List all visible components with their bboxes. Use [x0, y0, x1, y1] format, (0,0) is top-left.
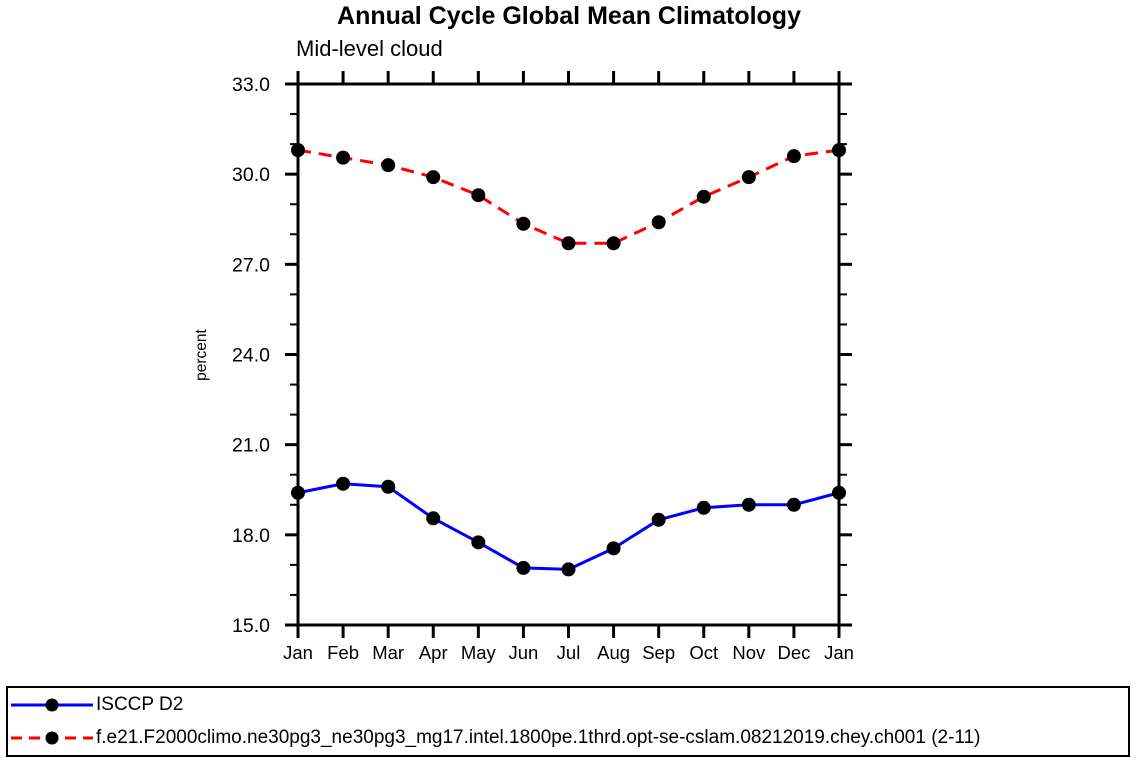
data-point-marker: [426, 511, 441, 526]
data-point-marker: [696, 189, 711, 204]
data-point-marker: [606, 236, 621, 251]
data-point-marker: [561, 562, 576, 577]
x-tick-label: Jul: [557, 642, 581, 663]
axis-tick-labels: 15.0 18.0 21.0 24.0 27.0 30.0 33.0 Jan Feb Mar Apr…: [232, 74, 854, 663]
x-tick-label: Apr: [419, 642, 448, 663]
y-tick-label: 33.0: [232, 74, 270, 96]
y-tick-label: 21.0: [232, 435, 270, 457]
series-line: [297, 148, 840, 245]
x-tick-label: Mar: [372, 642, 404, 663]
legend-line-sample: [11, 698, 93, 712]
legend-row: f.e21.F2000climo.ne30pg3_ne30pg3_mg17.in…: [10, 722, 1126, 754]
data-point-marker: [561, 236, 576, 251]
data-point-marker: [381, 158, 396, 173]
data-point-marker: [336, 476, 351, 491]
legend-marker-icon: [45, 698, 59, 712]
x-tick-label: Nov: [732, 642, 766, 663]
x-tick-label: Jan: [283, 642, 313, 663]
data-point-marker: [651, 215, 666, 230]
data-point-marker: [426, 170, 441, 185]
x-tick-label: Jan: [824, 642, 854, 663]
y-tick-label: 18.0: [232, 525, 270, 547]
x-tick-label: May: [461, 642, 497, 663]
series-1: [291, 143, 846, 251]
x-tick-label: Sep: [642, 642, 675, 663]
plot-border: [296, 82, 841, 627]
y-tick-label: 24.0: [232, 345, 270, 367]
data-point-marker: [606, 541, 621, 556]
data-point-marker: [381, 479, 396, 494]
data-point-marker: [516, 560, 531, 575]
chart-subtitle: Mid-level cloud: [296, 36, 443, 61]
series-0: [291, 476, 846, 577]
data-point-marker: [471, 535, 486, 550]
x-tick-label: Jun: [509, 642, 539, 663]
data-point-marker: [651, 512, 666, 527]
data-point-marker: [741, 497, 756, 512]
data-point-marker: [832, 485, 846, 500]
data-point-marker: [336, 150, 351, 165]
x-tick-label: Oct: [689, 642, 718, 663]
legend-line-sample: [11, 731, 93, 745]
legend-label: f.e21.F2000climo.ne30pg3_ne30pg3_mg17.in…: [96, 726, 981, 748]
y-tick-label: 15.0: [232, 615, 270, 637]
legend-row: ISCCP D2: [10, 689, 1126, 721]
data-point-marker: [516, 216, 531, 231]
data-point-marker: [832, 143, 846, 158]
axis-ticks: [285, 71, 852, 638]
data-point-marker: [786, 149, 801, 164]
data-point-marker: [291, 485, 305, 500]
data-point-marker: [741, 170, 756, 185]
data-point-marker: [291, 143, 305, 158]
data-point-marker: [471, 188, 486, 203]
chart-title: Annual Cycle Global Mean Climatology: [337, 2, 801, 30]
y-axis-title: percent: [193, 328, 210, 380]
legend-marker-icon: [45, 731, 59, 745]
x-tick-label: Aug: [597, 642, 630, 663]
x-tick-label: Feb: [327, 642, 359, 663]
x-tick-label: Dec: [777, 642, 810, 663]
series-line: [297, 482, 840, 571]
data-point-marker: [696, 500, 711, 515]
legend: ISCCP D2 f.e21.F2000climo.ne30pg3_ne30pg3…: [6, 686, 1130, 757]
y-tick-label: 30.0: [232, 164, 270, 186]
legend-label: ISCCP D2: [96, 694, 184, 716]
data-point-marker: [786, 497, 801, 512]
y-tick-label: 27.0: [232, 254, 270, 276]
